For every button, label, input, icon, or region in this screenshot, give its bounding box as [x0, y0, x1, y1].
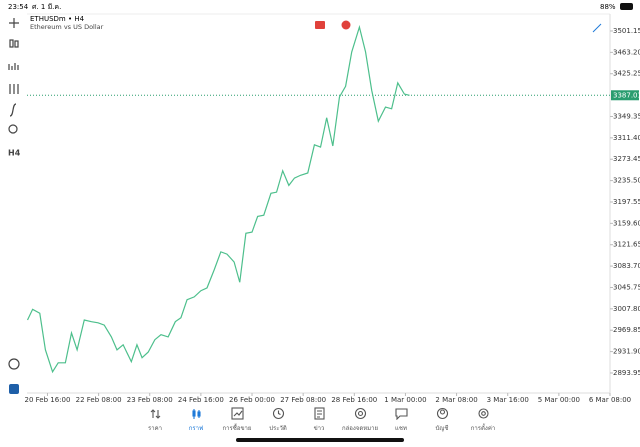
x-tick-label: 5 Mar 00:00	[538, 396, 580, 404]
x-tick-label: 23 Feb 08:00	[127, 396, 173, 404]
tab-icon	[477, 408, 489, 419]
tab[interactable]: แชท	[378, 407, 424, 433]
indicator-tool[interactable]	[8, 63, 19, 70]
tab-label: ข่าว	[313, 425, 325, 432]
function-tool[interactable]	[9, 103, 17, 117]
y-tick-label: 3311.40	[613, 134, 640, 142]
y-tick-label: 2893.95	[613, 369, 640, 377]
y-tick-label: 3007.80	[613, 305, 640, 313]
settings-tool[interactable]	[9, 84, 19, 94]
x-tick-label: 27 Feb 08:00	[280, 396, 326, 404]
tab-icon	[394, 408, 408, 420]
status-date: ศ. 1 มี.ค.	[32, 3, 61, 11]
y-tick-label: 3083.70	[613, 262, 640, 270]
drawing-tool[interactable]	[592, 23, 602, 33]
x-tick-label: 22 Feb 08:00	[76, 396, 122, 404]
y-tick-label: 3273.45	[613, 155, 640, 163]
tab[interactable]: กล่องจดหมาย	[337, 407, 383, 433]
tab-icon	[354, 407, 366, 420]
tab[interactable]: ราคา	[132, 407, 178, 433]
chart: 23:54 ศ. 1 มี.ค. 88% ETHUSDm • H4 Ethere…	[8, 3, 640, 404]
timeframe-button[interactable]: H4	[8, 149, 21, 158]
y-tick-label: 3349.35	[613, 112, 640, 120]
y-tick-label: 2931.90	[613, 348, 640, 356]
side-toolbar	[8, 18, 20, 370]
current-price-tag	[611, 90, 639, 101]
tab-label: กล่องจดหมาย	[341, 425, 379, 432]
symbol[interactable]: ETHUSDm • H4	[30, 15, 85, 23]
x-tick-label: 3 Mar 16:00	[487, 396, 529, 404]
home-indicator	[236, 438, 404, 442]
app-icon[interactable]	[9, 384, 19, 394]
crosshair-tool[interactable]	[9, 18, 19, 28]
x-tick-label: 24 Feb 16:00	[178, 396, 224, 404]
x-tick-label: 1 Mar 00:00	[384, 396, 426, 404]
price-line	[26, 24, 410, 374]
tab[interactable]: การตั้งค่า	[460, 407, 506, 433]
battery-level: 88%	[600, 3, 616, 11]
x-tick-label: 6 Mar 08:00	[589, 396, 631, 404]
tab[interactable]: ข่าว	[296, 407, 342, 433]
tab[interactable]: กราฟ	[173, 407, 219, 433]
y-tick-label: 2969.85	[613, 326, 640, 334]
tab-icon	[150, 409, 160, 419]
x-tick-label: 20 Feb 16:00	[24, 396, 70, 404]
shapes-tool[interactable]	[8, 124, 18, 134]
tab-label: กราฟ	[188, 425, 204, 432]
current-price-label: 3387.01	[613, 91, 640, 99]
tab-label: การตั้งค่า	[470, 425, 496, 432]
tab-label: ราคา	[148, 425, 162, 432]
tab-label: ประวัติ	[269, 425, 287, 432]
x-tick-label: 26 Feb 00:00	[229, 396, 275, 404]
y-tick-label: 3501.15	[613, 27, 640, 35]
flag-icon	[315, 21, 325, 29]
y-tick-label: 3045.75	[613, 283, 640, 291]
y-tick-label: 3235.50	[613, 177, 640, 185]
tab-icon	[230, 407, 244, 420]
candle-tool	[14, 40, 19, 48]
y-tick-label: 3121.65	[613, 241, 640, 249]
y-tick-label: 3463.20	[613, 48, 640, 56]
tab-icon	[272, 407, 284, 420]
tab-label: การซื้อขาย	[222, 425, 252, 432]
status-time: 23:54	[8, 3, 29, 11]
symbol-description: Ethereum vs US Dollar	[30, 23, 104, 31]
y-tick-label: 3425.25	[613, 70, 640, 78]
y-tick-label: 3197.55	[613, 198, 640, 206]
tab-label: บัญชี	[435, 425, 449, 432]
tab-icon	[436, 407, 448, 420]
y-tick-label: 3159.60	[613, 219, 640, 227]
battery-icon	[620, 3, 633, 10]
x-tick-label: 2 Mar 08:00	[435, 396, 477, 404]
candle-tool[interactable]	[9, 39, 14, 48]
zoom-tool[interactable]	[8, 358, 20, 370]
flag-icon	[341, 20, 351, 30]
tab-icon	[313, 407, 325, 420]
x-tick-label: 28 Feb 16:00	[331, 396, 377, 404]
tab[interactable]: การซื้อขาย	[214, 407, 260, 433]
tab-icon	[191, 409, 201, 419]
tab[interactable]: บัญชี	[419, 407, 465, 433]
tab[interactable]: ประวัติ	[255, 407, 301, 433]
tab-label: แชท	[395, 425, 407, 432]
